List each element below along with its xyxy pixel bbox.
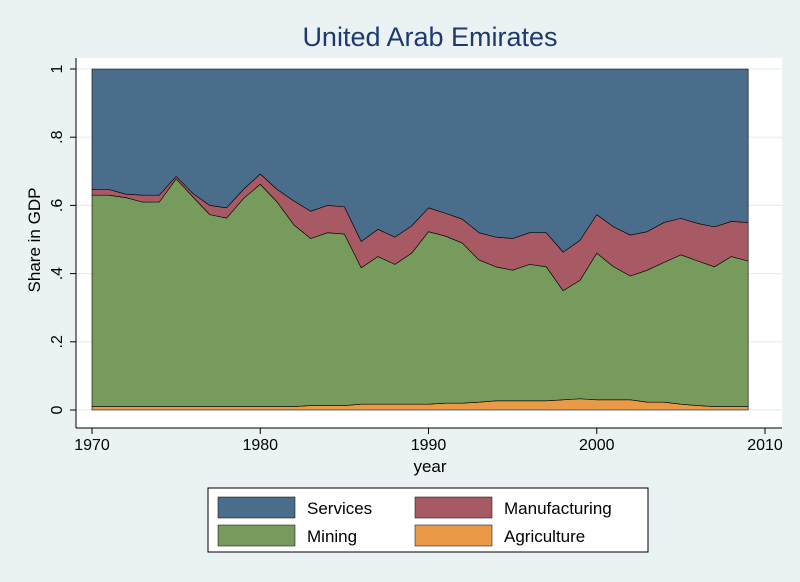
legend-label-mining: Mining <box>307 527 357 546</box>
axes: 1970 1980 1990 2000 2010 0 .2 .4 .6 .8 1 <box>49 58 783 454</box>
y-tick-label-2: .4 <box>49 267 66 280</box>
y-tick-label-3: .6 <box>49 199 66 212</box>
legend-label-services: Services <box>307 499 372 518</box>
legend-label-agriculture: Agriculture <box>504 527 585 546</box>
chart-title: United Arab Emirates <box>302 22 557 52</box>
x-tick-label-3: 2000 <box>579 437 615 454</box>
x-tick-label-1: 1980 <box>242 437 278 454</box>
legend-swatch-mining <box>217 524 296 547</box>
x-axis-label: year <box>413 457 446 476</box>
x-tick-label-2: 1990 <box>411 437 447 454</box>
legend-swatch-agriculture <box>414 524 493 547</box>
x-tick-label-0: 1970 <box>74 437 110 454</box>
y-tick-label-0: 0 <box>49 405 66 414</box>
y-tick-label-5: 1 <box>49 64 66 73</box>
area-services <box>91 68 749 253</box>
legend: Services Manufacturing Mining Agricultur… <box>207 487 649 553</box>
stacked-areas <box>91 68 749 411</box>
legend-swatch-manufacturing <box>414 496 493 519</box>
y-tick-label-1: .2 <box>49 335 66 348</box>
legend-label-manufacturing: Manufacturing <box>504 499 612 518</box>
legend-swatch-services <box>217 496 296 519</box>
x-tick-label-4: 2010 <box>747 437 783 454</box>
y-axis-label: Share in GDP <box>25 188 44 293</box>
y-tick-label-4: .8 <box>49 130 66 143</box>
